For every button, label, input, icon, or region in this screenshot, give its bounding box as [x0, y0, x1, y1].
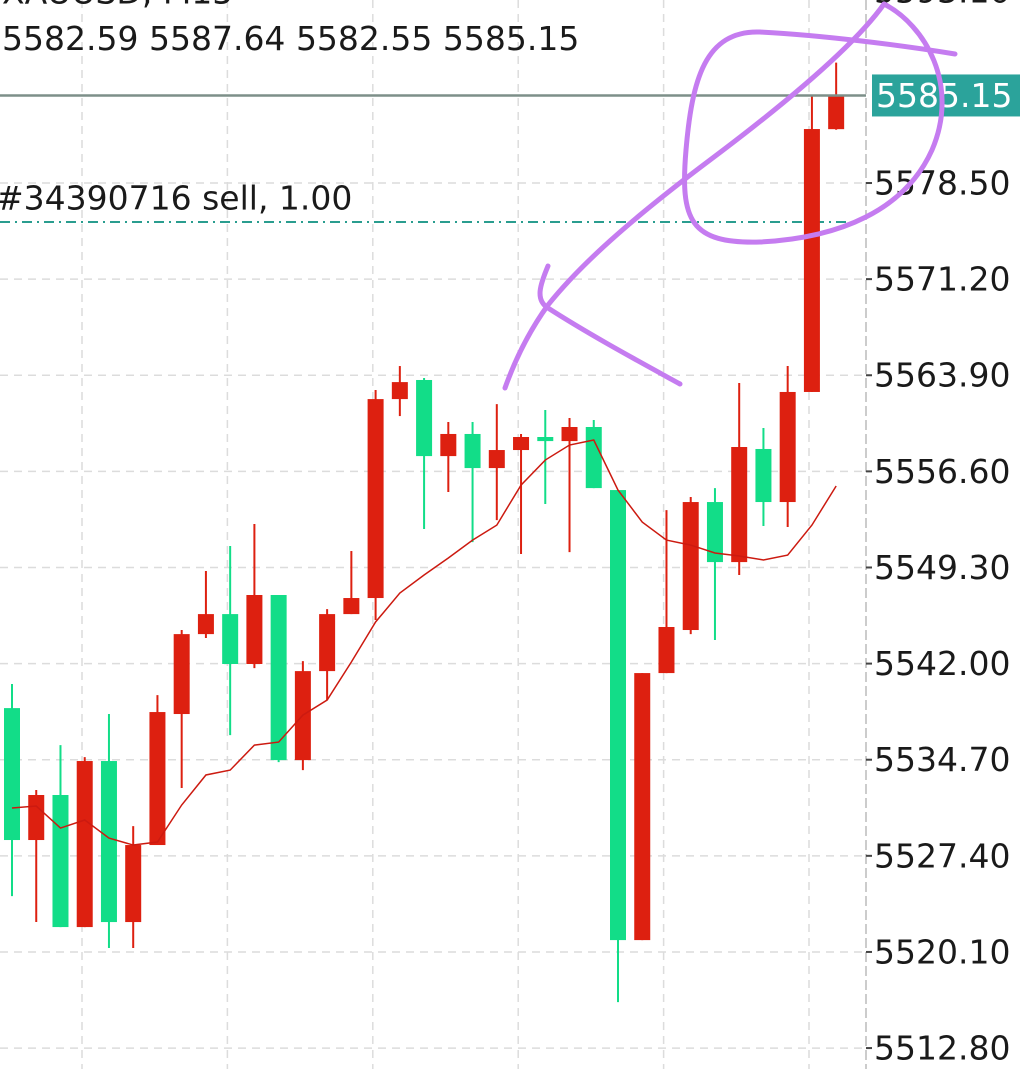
candle-body: [755, 448, 772, 503]
last-price-box: [872, 74, 1020, 117]
plot: #34390716 sell, 1.00: [0, 62, 866, 1003]
candle-body: [513, 437, 530, 451]
y-tick-label: 5571.20: [874, 260, 1010, 299]
candle-body: [100, 761, 117, 923]
y-tick-label: 5549.30: [874, 548, 1010, 587]
candle-body: [76, 761, 93, 928]
y-tick-label: 5527.40: [874, 836, 1010, 875]
hand-circle: [682, 1, 958, 245]
candle-body: [28, 795, 45, 841]
candle-body: [367, 399, 384, 599]
annotation: [502, 1, 958, 391]
candle-body: [537, 437, 554, 442]
candle-body: [634, 673, 651, 941]
candle-body: [803, 129, 820, 392]
candle-body: [706, 502, 723, 563]
candle-body: [464, 433, 481, 469]
candle-body: [731, 447, 748, 563]
candle-body: [125, 845, 142, 923]
hand-stroke: [502, 1, 887, 391]
high-value: 5587.64: [149, 19, 285, 58]
open-value: 5582.59: [2, 19, 138, 58]
candle-body: [488, 450, 505, 469]
candle-body: [440, 433, 457, 457]
candle-body: [585, 426, 602, 489]
candle-body: [391, 382, 408, 400]
candle-body: [561, 426, 578, 442]
y-tick-label: 5512.80: [874, 1029, 1010, 1068]
candle-body: [828, 95, 845, 130]
close-value: 5585.15: [443, 19, 579, 58]
candle-body: [682, 502, 699, 631]
candle-body: [416, 379, 433, 457]
ohlc-header: 5582.59 5587.64 5582.55 5585.15: [2, 19, 579, 58]
candle-body: [779, 391, 796, 503]
moving-average: [11, 439, 837, 846]
low-value: 5582.55: [296, 19, 432, 58]
y-tick-label: 5542.00: [874, 644, 1010, 683]
y-tick-label: 5520.10: [874, 932, 1010, 971]
candle-body: [246, 595, 263, 664]
y-tick-label: 5593.10: [874, 0, 1010, 10]
y-tick-label: 5563.90: [874, 356, 1010, 395]
candle-body: [4, 708, 20, 841]
y-tick-label: 5556.60: [874, 452, 1010, 491]
candle-body: [197, 614, 214, 635]
chart-title: XAUUSD, M15: [2, 0, 233, 12]
candle-body: [319, 614, 336, 672]
candle-body: [343, 598, 360, 615]
candle-body: [610, 490, 626, 941]
candle-body: [149, 712, 166, 846]
order-label: #34390716 sell, 1.00: [0, 178, 352, 217]
candle-body: [270, 595, 287, 761]
candle-body: [173, 634, 190, 715]
price-axis: 5512.80 5520.10 5527.40 5534.70 5542.00 5549.…: [865, 0, 1020, 1069]
candle-body: [658, 626, 675, 674]
y-tick-label: 5534.70: [874, 740, 1010, 779]
candle-body: [52, 795, 69, 928]
candle-body: [222, 614, 239, 664]
hand-stroke: [537, 263, 683, 387]
